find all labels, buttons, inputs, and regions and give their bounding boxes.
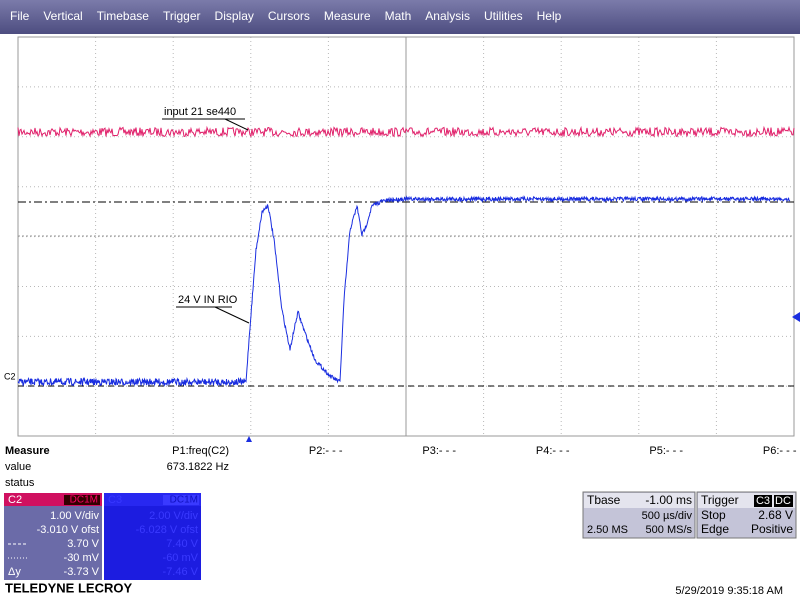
c3-delta: -7.46 V [163, 566, 199, 578]
trace-label: 24 V IN RIO [178, 294, 238, 306]
trigger-source: C3 [756, 495, 770, 507]
c2-cursor2: -30 mV [64, 552, 100, 564]
c2-offset: -3.010 V ofst [37, 524, 99, 536]
menu-item[interactable]: Analysis [425, 9, 470, 23]
menu-item[interactable]: File [10, 9, 30, 23]
trace-c3 [17, 125, 795, 138]
c2-vdiv: 1.00 V/div [50, 510, 99, 522]
c3-vdiv: 2.00 V/div [149, 510, 198, 522]
menu-item[interactable]: Timebase [97, 9, 150, 23]
measure-title: Measure [5, 445, 50, 457]
menu-item[interactable]: Measure [324, 9, 371, 23]
timebase-header [584, 493, 694, 508]
brand: TELEDYNE LECROY [5, 580, 132, 595]
label-line [214, 306, 250, 324]
menu-item[interactable]: Trigger [163, 9, 201, 23]
timebase-tdiv: 500 µs/div [642, 510, 693, 522]
c2-box[interactable] [4, 493, 102, 580]
trigger-slope: Positive [751, 522, 793, 536]
params: P1:freq(C2) P2:- - - P3:- - - P4:- - - P5:- … [172, 445, 797, 457]
coupling-badge [163, 495, 199, 505]
menu-item[interactable]: Display [215, 9, 254, 23]
level-marker [792, 312, 800, 322]
channel-marker: C2 [4, 371, 16, 381]
menu-item[interactable]: Help [537, 9, 562, 23]
c3-name: C3 [108, 494, 122, 506]
c3-box[interactable] [104, 493, 201, 580]
measure-value: 673.1822 Hz [167, 461, 229, 473]
c2-coupling: DC1M [70, 495, 98, 506]
trace-c2 [17, 195, 791, 388]
timebase-title: Tbase [587, 493, 621, 507]
measure-row: value [5, 461, 31, 473]
menu: File Vertical Timebase Trigger Display Cursor… [10, 9, 562, 23]
c2-delta-label: Δy [8, 566, 21, 578]
c3-cursor2: -60 mV [163, 552, 199, 564]
label-line [224, 118, 249, 131]
trigger-mode: Stop [701, 508, 726, 522]
c3-offset: -6.028 V ofst [136, 524, 198, 536]
menu-bar [0, 0, 800, 34]
timebase-rate: 500 MS/s [646, 524, 693, 536]
measure-param: P6:- - - [763, 445, 797, 457]
timestamp: 5/29/2019 9:35:18 AM [675, 585, 783, 597]
measure-param: P3:- - - [422, 445, 456, 457]
trigger-coupling: DC [775, 495, 791, 507]
measure-param: P2:- - - [309, 445, 343, 457]
trace-label: input 21 se440 [164, 106, 236, 118]
trigger-level: 2.68 V [758, 508, 793, 522]
menu-item[interactable]: Cursors [268, 9, 310, 23]
c3-coupling: DC1M [170, 495, 198, 506]
trigger-marker [246, 436, 252, 442]
coupling-badge [774, 495, 793, 507]
trigger-title: Trigger [701, 493, 739, 507]
source-badge [754, 495, 772, 507]
c2-delta: -3.73 V [64, 566, 100, 578]
menu-item[interactable]: Vertical [43, 9, 82, 23]
measure-param: P4:- - - [536, 445, 570, 457]
c2-name: C2 [8, 494, 22, 506]
menu-item[interactable]: Math [385, 9, 412, 23]
timebase-samples: 2.50 MS [587, 524, 628, 536]
measure-param: P5:- - - [649, 445, 683, 457]
measure-row: status [5, 477, 35, 489]
timebase-delay: -1.00 ms [645, 493, 692, 507]
c3-cursor1: 7.40 V [166, 538, 198, 550]
menu-item[interactable]: Utilities [484, 9, 523, 23]
c2-cursor1: 3.70 V [67, 538, 99, 550]
measure-param: P1:freq(C2) [172, 445, 229, 457]
trigger-type: Edge [701, 522, 729, 536]
coupling-badge [64, 495, 100, 505]
